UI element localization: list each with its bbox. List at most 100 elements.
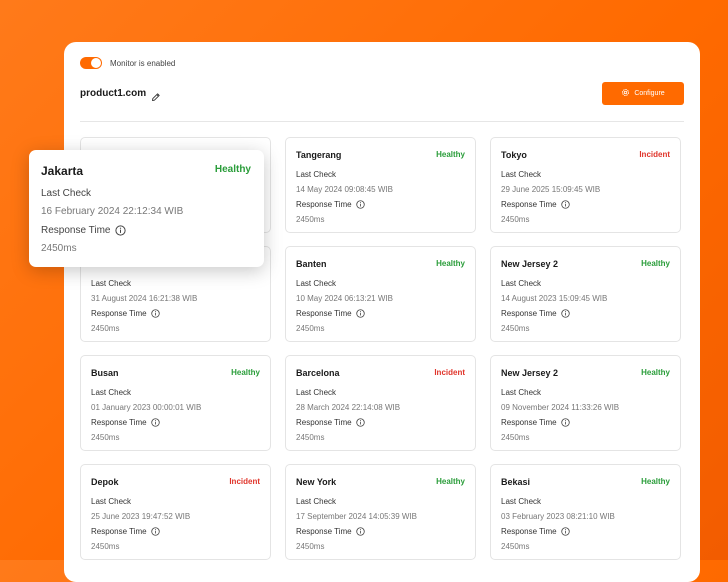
- response-time-value: 2450ms: [296, 433, 325, 442]
- info-icon[interactable]: [150, 418, 160, 427]
- region-card[interactable]: Depok Incident Last Check 25 June 2023 19:4…: [80, 464, 271, 560]
- response-time-label-row: Response Time: [296, 309, 365, 318]
- last-check-label: Last Check: [296, 497, 337, 506]
- region-name: New York: [296, 477, 337, 487]
- response-time-value: 2450ms: [41, 243, 77, 254]
- monitor-toggle[interactable]: [80, 57, 102, 69]
- status-badge: Healthy: [436, 477, 465, 486]
- info-icon[interactable]: [355, 309, 365, 318]
- region-card[interactable]: Bekasi Healthy Last Check 03 February 2023 …: [490, 464, 681, 560]
- status-badge: Healthy: [641, 477, 670, 486]
- last-check-label: Last Check: [296, 279, 337, 288]
- info-icon[interactable]: [355, 527, 365, 536]
- monitor-toggle-label: Monitor is enabled: [110, 58, 176, 68]
- response-time-value: 2450ms: [501, 324, 530, 333]
- region-name: Banten: [296, 259, 327, 269]
- response-time-label-row: Response Time: [41, 225, 127, 236]
- region-name: Tangerang: [296, 150, 342, 160]
- response-time-value: 2450ms: [91, 433, 120, 442]
- configure-label: Configure: [634, 90, 665, 97]
- response-time-label: Response Time: [501, 200, 557, 209]
- last-check-value: 01 January 2023 00:00:01 WIB: [91, 403, 202, 412]
- response-time-label: Response Time: [91, 309, 147, 318]
- last-check-label: Last Check: [501, 170, 542, 179]
- last-check-value: 31 August 2024 16:21:38 WIB: [91, 294, 198, 303]
- region-name: Barcelona: [296, 368, 340, 378]
- site-name: product1.com: [80, 88, 147, 99]
- info-icon[interactable]: [355, 418, 365, 427]
- info-icon[interactable]: [560, 200, 570, 209]
- last-check-value: 16 February 2024 22:12:34 WIB: [41, 206, 184, 217]
- region-name: New Jersey 2: [501, 259, 559, 269]
- region-name: New Jersey 2: [501, 368, 559, 378]
- last-check-value: 29 June 2025 15:09:45 WIB: [501, 185, 601, 194]
- response-time-value: 2450ms: [501, 433, 530, 442]
- region-card[interactable]: New Jersey 2 Healthy Last Check 14 August 2…: [490, 246, 681, 342]
- response-time-value: 2450ms: [91, 542, 120, 551]
- info-icon[interactable]: [115, 225, 127, 236]
- status-badge: Incident: [434, 368, 465, 377]
- response-time-value: 2450ms: [296, 324, 325, 333]
- response-time-label-row: Response Time: [501, 200, 570, 209]
- last-check-label: Last Check: [41, 188, 92, 199]
- response-time-label: Response Time: [501, 418, 557, 427]
- info-icon[interactable]: [355, 200, 365, 209]
- status-badge: Healthy: [436, 259, 465, 268]
- response-time-label-row: Response Time: [501, 309, 570, 318]
- info-icon[interactable]: [560, 418, 570, 427]
- response-time-label-row: Response Time: [91, 418, 160, 427]
- region-card[interactable]: Banten Healthy Last Check 10 May 2024 06:13…: [285, 246, 476, 342]
- region-name: Depok: [91, 477, 119, 487]
- status-badge: Incident: [229, 477, 260, 486]
- region-name: Bekasi: [501, 477, 531, 487]
- region-card-jakarta-expanded[interactable]: Jakarta Healthy Last Check 16 February 2…: [29, 150, 264, 267]
- last-check-value: 14 May 2024 09:08:45 WIB: [296, 185, 393, 194]
- last-check-value: 28 March 2024 22:14:08 WIB: [296, 403, 401, 412]
- last-check-label: Last Check: [296, 170, 337, 179]
- last-check-value: 25 June 2023 19:47:52 WIB: [91, 512, 191, 521]
- last-check-value: 14 August 2023 15:09:45 WIB: [501, 294, 608, 303]
- configure-button[interactable]: Configure: [602, 82, 684, 105]
- response-time-value: 2450ms: [501, 215, 530, 224]
- region-name: Jakarta: [41, 164, 84, 178]
- response-time-value: 2450ms: [501, 542, 530, 551]
- last-check-label: Last Check: [91, 497, 132, 506]
- response-time-label: Response Time: [296, 309, 352, 318]
- region-card[interactable]: Barcelona Incident Last Check 28 March 2024…: [285, 355, 476, 451]
- response-time-label: Response Time: [296, 200, 352, 209]
- response-time-label: Response Time: [501, 309, 557, 318]
- info-icon[interactable]: [560, 527, 570, 536]
- monitor-panel: Monitor is enabled product1.com Configur…: [64, 42, 700, 582]
- info-icon[interactable]: [560, 309, 570, 318]
- response-time-value: 2450ms: [296, 542, 325, 551]
- status-badge: Healthy: [231, 368, 260, 377]
- last-check-label: Last Check: [501, 279, 542, 288]
- response-time-label-row: Response Time: [501, 527, 570, 536]
- header-divider: [80, 121, 684, 122]
- last-check-label: Last Check: [501, 497, 542, 506]
- info-icon[interactable]: [150, 527, 160, 536]
- status-badge: Healthy: [641, 368, 670, 377]
- region-card[interactable]: Tangerang Healthy Last Check 14 May 2024 09…: [285, 137, 476, 233]
- last-check-label: Last Check: [91, 279, 132, 288]
- pencil-icon[interactable]: [151, 89, 161, 101]
- last-check-value: 09 November 2024 11:33:26 WIB: [501, 403, 620, 412]
- region-card[interactable]: New York Healthy Last Check 17 September 20…: [285, 464, 476, 560]
- response-time-label: Response Time: [91, 527, 147, 536]
- region-card[interactable]: New Jersey 2 Healthy Last Check 09 November…: [490, 355, 681, 451]
- response-time-label-row: Response Time: [296, 418, 365, 427]
- status-badge: Healthy: [641, 259, 670, 268]
- last-check-label: Last Check: [91, 388, 132, 397]
- last-check-value: 17 September 2024 14:05:39 WIB: [296, 512, 417, 521]
- response-time-label-row: Response Time: [91, 527, 160, 536]
- region-card[interactable]: Tokyo Incident Last Check 29 June 2025 15:0…: [490, 137, 681, 233]
- response-time-label: Response Time: [296, 527, 352, 536]
- last-check-label: Last Check: [296, 388, 337, 397]
- response-time-label: Response Time: [41, 225, 111, 236]
- info-icon[interactable]: [150, 309, 160, 318]
- region-name: Busan: [91, 368, 119, 378]
- gear-icon: [621, 88, 630, 99]
- response-time-label-row: Response Time: [501, 418, 570, 427]
- region-card[interactable]: Busan Healthy Last Check 01 January 2023 00…: [80, 355, 271, 451]
- site-title-row: product1.com: [80, 88, 161, 101]
